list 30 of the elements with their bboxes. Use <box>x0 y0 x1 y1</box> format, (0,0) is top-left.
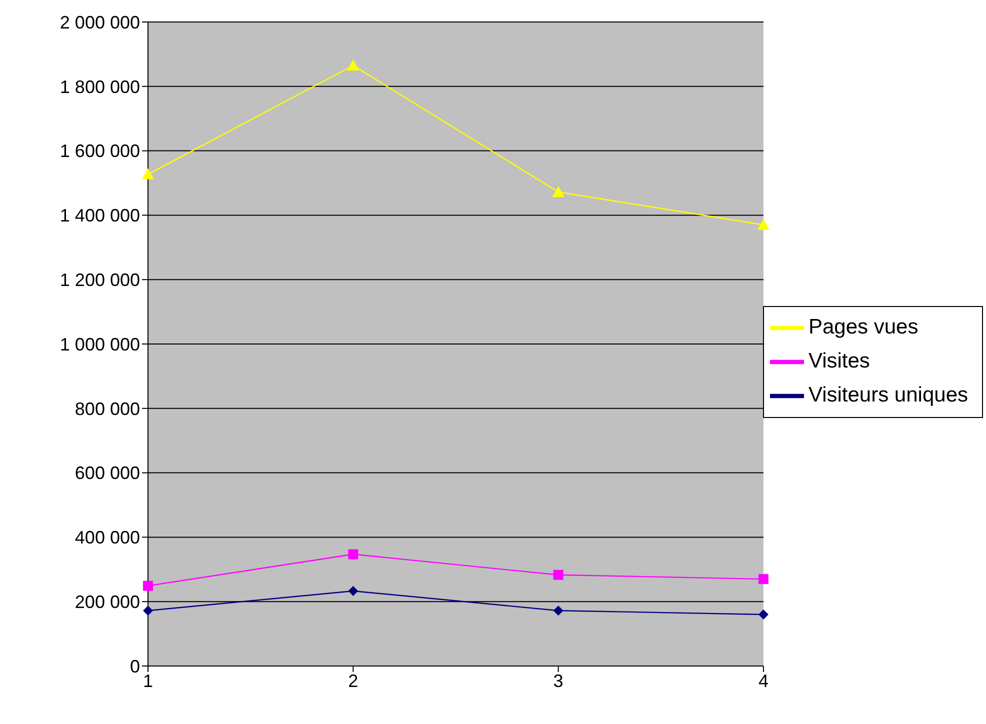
point <box>553 570 564 580</box>
y-tick-label: 1 800 000 <box>60 76 140 97</box>
point <box>142 168 154 180</box>
point <box>552 186 564 198</box>
legend-label: Visiteurs uniques <box>808 384 968 407</box>
point <box>757 218 770 230</box>
point <box>347 59 360 70</box>
x-tick-label: 3 <box>553 670 564 691</box>
y-tick-label: 400 000 <box>74 528 140 548</box>
y-tick-label: 1 200 000 <box>60 270 140 290</box>
y-tick-label: 0 <box>130 656 140 676</box>
y-tick-label: 800 000 <box>74 398 140 419</box>
legend-label: Pages vues <box>808 316 918 339</box>
point <box>758 609 768 620</box>
x-tick-label: 2 <box>348 670 358 691</box>
point <box>143 606 153 616</box>
y-tick-label: 600 000 <box>74 463 140 484</box>
y-tick-label: 2 000 000 <box>60 12 140 32</box>
y-tick-label: 1 600 000 <box>60 141 140 162</box>
y-tick-label: 1 000 000 <box>60 334 140 354</box>
point <box>348 586 358 596</box>
point <box>348 549 358 560</box>
y-tick-label: 200 000 <box>74 592 140 612</box>
x-tick-label: 1 <box>142 670 154 691</box>
point <box>143 580 153 591</box>
point <box>553 606 564 616</box>
point <box>758 574 768 584</box>
x-tick-label: 4 <box>758 670 768 691</box>
legend-label: Visites <box>808 350 870 373</box>
y-tick-label: 1 400 000 <box>60 206 140 226</box>
